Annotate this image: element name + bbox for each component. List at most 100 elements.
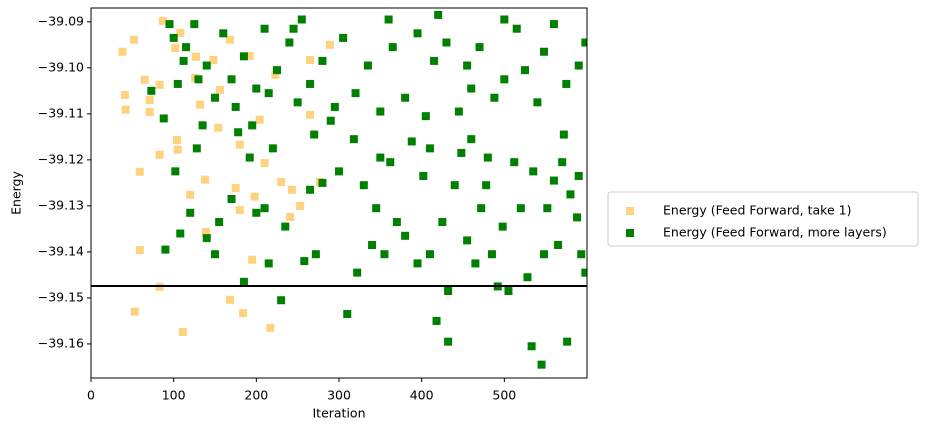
data-point bbox=[198, 121, 207, 130]
data-point bbox=[192, 144, 201, 153]
data-point bbox=[425, 144, 434, 153]
data-point bbox=[566, 190, 575, 199]
data-point bbox=[120, 90, 129, 99]
data-point bbox=[577, 250, 586, 259]
data-point bbox=[219, 29, 228, 38]
data-point bbox=[574, 61, 583, 70]
data-point bbox=[273, 66, 281, 75]
x-tick-label: 200 bbox=[244, 388, 268, 403]
legend-marker bbox=[626, 207, 634, 215]
y-axis-label: Energy bbox=[9, 171, 24, 215]
data-point bbox=[231, 183, 240, 192]
data-point bbox=[444, 337, 453, 346]
data-point bbox=[296, 201, 305, 210]
data-point bbox=[118, 47, 127, 56]
y-tick-label: −39.13 bbox=[38, 197, 84, 212]
data-point bbox=[260, 159, 269, 168]
data-point bbox=[432, 316, 441, 325]
data-point bbox=[554, 241, 563, 250]
data-point bbox=[335, 167, 343, 176]
data-point bbox=[562, 79, 571, 88]
data-point bbox=[245, 153, 254, 162]
data-point bbox=[289, 24, 298, 33]
data-point bbox=[413, 259, 422, 268]
data-point bbox=[215, 85, 224, 94]
data-point bbox=[353, 268, 362, 277]
data-point bbox=[191, 52, 200, 61]
data-point bbox=[490, 93, 499, 102]
data-point bbox=[527, 342, 536, 351]
data-point bbox=[325, 40, 334, 49]
y-tick-label: −39.14 bbox=[38, 243, 84, 258]
data-point bbox=[413, 29, 422, 38]
y-tick-label: −39.16 bbox=[38, 335, 84, 350]
data-point bbox=[516, 204, 525, 213]
data-point bbox=[500, 75, 509, 84]
data-point bbox=[359, 181, 368, 190]
y-tick-label: −39.10 bbox=[38, 59, 84, 74]
data-point bbox=[186, 208, 195, 217]
data-point bbox=[231, 102, 240, 111]
data-point bbox=[487, 250, 496, 259]
y-tick-label: −39.12 bbox=[38, 151, 84, 166]
data-point bbox=[201, 228, 210, 237]
data-point bbox=[268, 144, 277, 153]
data-point bbox=[388, 43, 397, 52]
data-point bbox=[537, 360, 546, 369]
data-point bbox=[581, 268, 587, 277]
data-point bbox=[121, 105, 130, 114]
data-point bbox=[467, 84, 476, 93]
data-point bbox=[202, 61, 211, 70]
x-axis-label: Iteration bbox=[312, 406, 365, 421]
data-point bbox=[214, 123, 223, 132]
data-point bbox=[196, 100, 205, 109]
data-point bbox=[454, 107, 463, 116]
data-point bbox=[155, 150, 164, 159]
data-point bbox=[444, 287, 453, 296]
data-point bbox=[211, 93, 219, 102]
x-tick-label: 0 bbox=[87, 388, 95, 403]
data-point bbox=[239, 277, 248, 286]
data-point bbox=[135, 167, 144, 176]
data-point bbox=[297, 15, 306, 24]
data-point bbox=[260, 204, 269, 213]
data-point bbox=[363, 61, 372, 70]
data-point bbox=[529, 167, 538, 176]
data-point bbox=[286, 212, 295, 221]
data-point bbox=[182, 43, 191, 52]
data-point bbox=[130, 307, 139, 316]
data-point bbox=[543, 204, 552, 213]
data-point bbox=[165, 20, 174, 29]
data-point bbox=[129, 35, 138, 44]
data-point bbox=[234, 128, 243, 137]
data-point bbox=[266, 323, 275, 332]
data-point bbox=[401, 93, 410, 102]
data-point bbox=[227, 75, 236, 84]
data-point bbox=[239, 52, 248, 61]
data-point bbox=[407, 137, 416, 146]
data-point bbox=[173, 79, 182, 88]
data-point bbox=[171, 167, 180, 176]
data-point bbox=[477, 204, 486, 213]
x-tick-label: 400 bbox=[410, 388, 434, 403]
data-point bbox=[277, 177, 286, 186]
data-point bbox=[386, 158, 395, 167]
data-point bbox=[504, 287, 513, 296]
data-point bbox=[140, 75, 149, 84]
x-tick-label: 100 bbox=[162, 388, 186, 403]
x-tick-label: 300 bbox=[327, 388, 351, 403]
data-point bbox=[510, 158, 519, 167]
data-point bbox=[287, 185, 296, 194]
data-point bbox=[252, 208, 261, 217]
data-point bbox=[563, 337, 572, 346]
data-point bbox=[201, 175, 210, 184]
data-point bbox=[311, 250, 320, 259]
legend-label: Energy (Feed Forward, take 1) bbox=[663, 203, 851, 218]
data-point bbox=[225, 35, 234, 44]
data-point bbox=[318, 178, 327, 187]
data-point bbox=[574, 171, 583, 180]
data-point bbox=[339, 33, 348, 42]
data-point bbox=[434, 10, 443, 19]
data-point bbox=[419, 171, 428, 180]
